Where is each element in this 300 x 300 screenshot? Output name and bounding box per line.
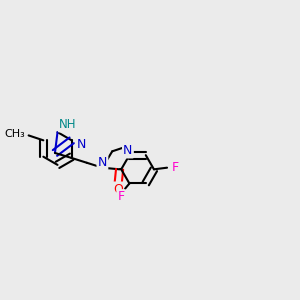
Text: O: O <box>113 183 123 196</box>
Text: N: N <box>123 144 133 157</box>
Text: N: N <box>98 156 107 169</box>
Text: F: F <box>172 161 178 174</box>
Text: N: N <box>77 138 86 151</box>
Text: F: F <box>118 190 125 203</box>
Text: NH: NH <box>59 118 76 131</box>
Text: CH₃: CH₃ <box>4 129 25 139</box>
